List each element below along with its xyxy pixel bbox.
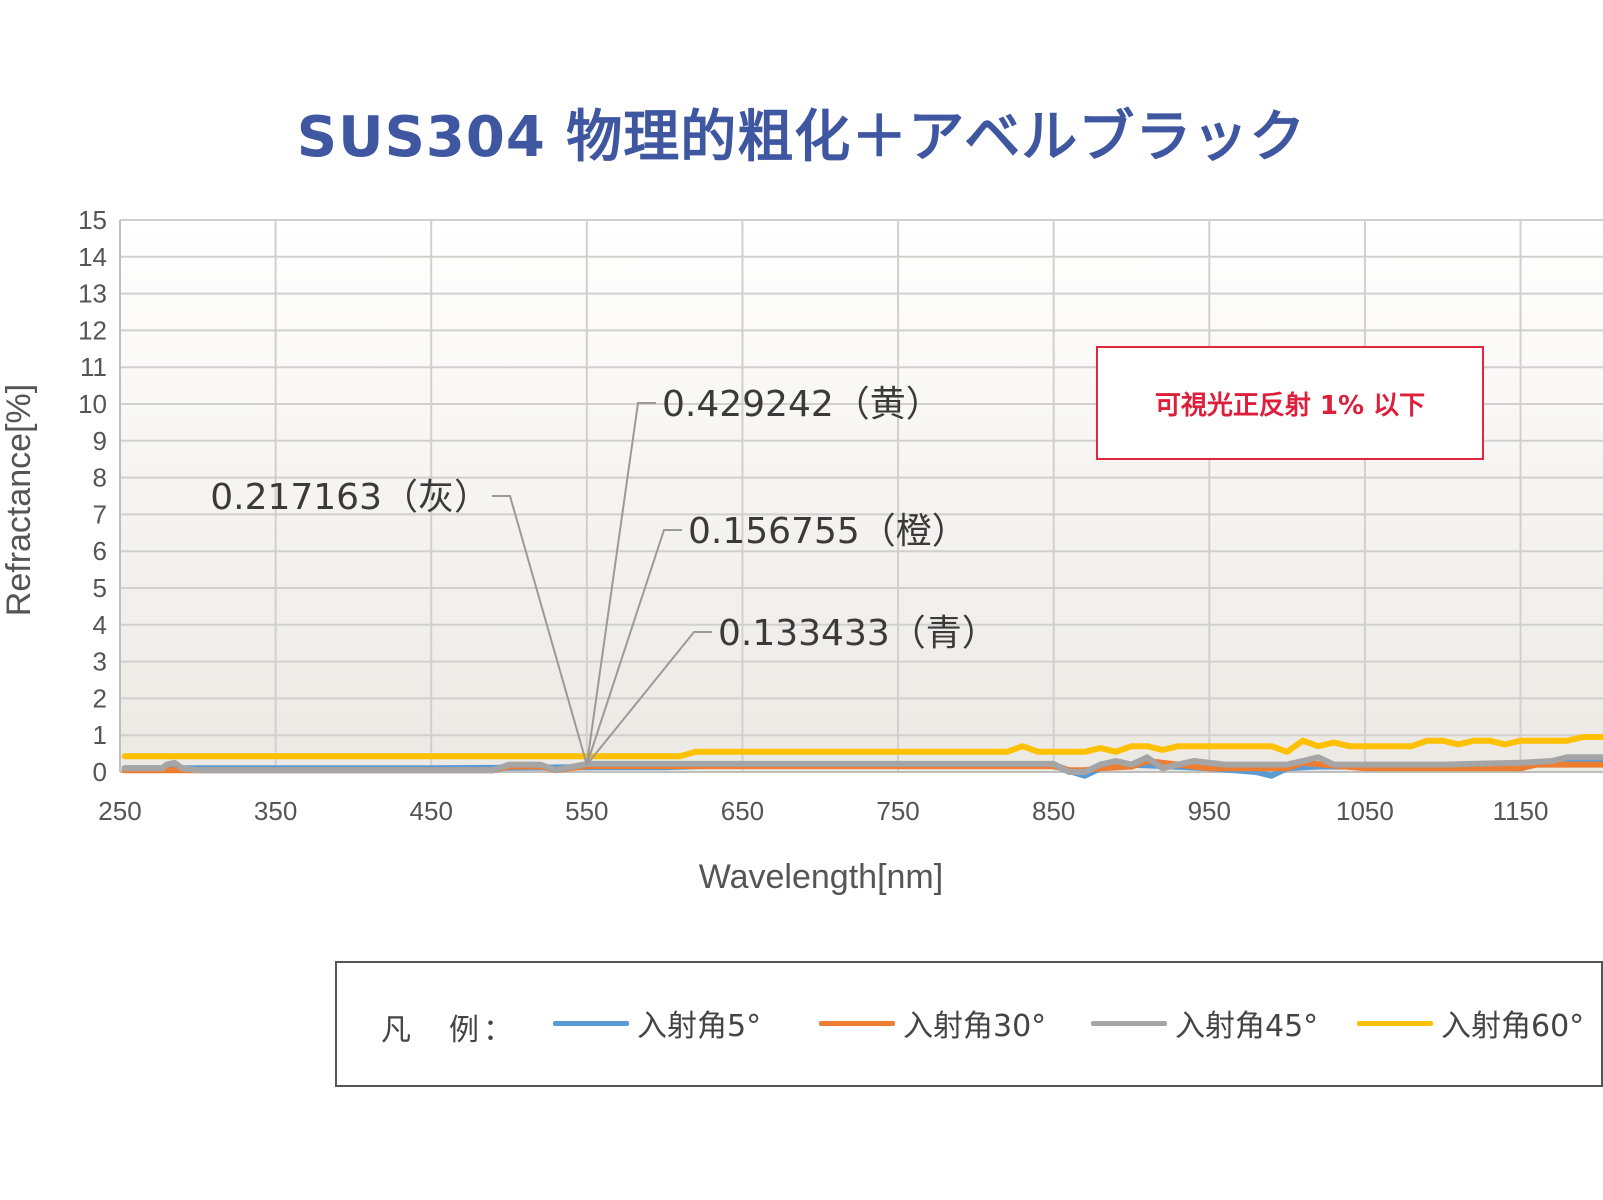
y-tick-label: 0 — [93, 757, 107, 787]
note-box: 可視光正反射 1% 以下 — [1096, 346, 1484, 460]
legend-name: 入射角45° — [1175, 1009, 1319, 1044]
y-tick-label: 13 — [78, 279, 107, 309]
y-axis-label: Refractance[%] — [0, 384, 38, 616]
x-tick-label: 550 — [565, 796, 608, 826]
callout-label: 0.156755（橙） — [688, 511, 968, 552]
callout-label: 0.429242（黄） — [662, 384, 942, 425]
x-tick-label: 750 — [876, 796, 919, 826]
callout-leader-line — [492, 495, 588, 765]
x-axis-label: Wavelength[nm] — [699, 858, 943, 896]
legend-item-5deg: 入射角5° — [553, 1003, 762, 1044]
x-tick-label: 950 — [1188, 796, 1231, 826]
x-tick-label: 350 — [254, 796, 297, 826]
legend-name: 入射角30° — [903, 1009, 1047, 1044]
x-tick-label: 650 — [721, 796, 764, 826]
grid-lines — [119, 219, 1603, 773]
callout-leader-line — [585, 402, 656, 765]
legend-name: 入射角60° — [1441, 1009, 1585, 1044]
legend-item-45deg: 入射角45° — [1091, 1003, 1319, 1044]
y-tick-label: 11 — [80, 352, 107, 382]
legend-swatch — [1357, 1020, 1433, 1026]
y-tick-label: 14 — [78, 242, 107, 272]
y-tick-label: 5 — [93, 573, 107, 603]
x-tick-labels: 250 350 450 550 650 750 850 950 1050 1150 — [98, 796, 1548, 826]
note-text: 可視光正反射 1% 以下 — [1154, 390, 1426, 421]
x-tick-label: 250 — [98, 796, 141, 826]
callout-label: 0.217163（灰） — [210, 477, 490, 518]
x-tick-label: 1050 — [1336, 796, 1394, 826]
legend-swatch — [553, 1020, 629, 1026]
y-tick-label: 2 — [93, 683, 107, 713]
plot-area — [120, 220, 1603, 772]
y-tick-label: 3 — [93, 647, 107, 677]
y-tick-label: 12 — [78, 315, 107, 345]
legend: 凡 例： 入射角5° 入射角30° 入射角45° 入射角60° — [335, 961, 1603, 1087]
series-line-2 — [121, 754, 1603, 775]
callouts: 0.429242（黄） 0.217163（灰） 0.156755（橙） 0.13343… — [210, 384, 998, 766]
y-tick-label: 10 — [78, 389, 107, 419]
y-tick-label: 6 — [93, 536, 107, 566]
legend-item-30deg: 入射角30° — [819, 1003, 1047, 1044]
y-tick-label: 4 — [93, 610, 107, 640]
callout-leader-line — [586, 631, 712, 766]
series-lines — [121, 734, 1603, 779]
callout-label: 0.133433（青） — [718, 613, 998, 654]
legend-item-60deg: 入射角60° — [1357, 1003, 1585, 1044]
y-tick-label: 15 — [78, 205, 107, 235]
x-tick-label: 1150 — [1493, 796, 1549, 826]
y-tick-label: 7 — [93, 499, 107, 529]
y-tick-label: 9 — [93, 426, 107, 456]
x-tick-label: 850 — [1032, 796, 1075, 826]
legend-label: 凡 例： — [381, 1013, 517, 1048]
y-tick-label: 8 — [93, 463, 107, 493]
x-tick-label: 450 — [410, 796, 453, 826]
y-tick-label: 1 — [93, 720, 107, 750]
series-line-3 — [121, 734, 1603, 760]
reflectance-chart: 0.429242（黄） 0.217163（灰） 0.156755（橙） 0.13343… — [0, 205, 1603, 896]
chart-title: SUS304 物理的粗化＋アベルブラック — [296, 105, 1307, 170]
callout-leader-line — [585, 529, 682, 765]
legend-name: 入射角5° — [637, 1009, 762, 1044]
legend-swatch — [819, 1020, 895, 1026]
legend-swatch — [1091, 1020, 1167, 1026]
